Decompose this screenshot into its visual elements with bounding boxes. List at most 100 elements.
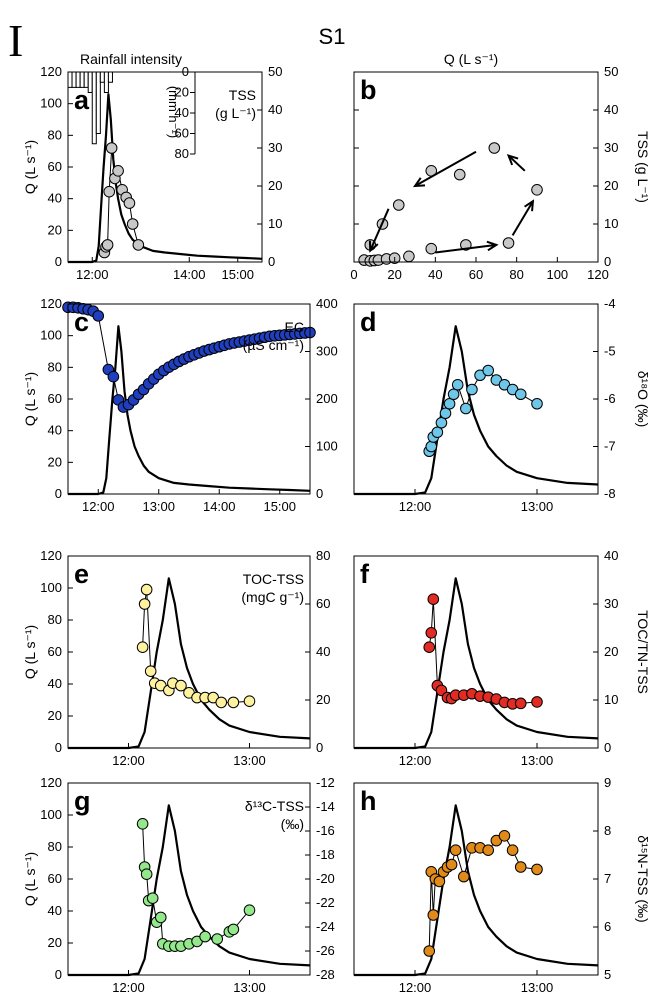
rain-bar: [103, 71, 109, 93]
series-TOC/TN-TSS-point: [423, 641, 436, 654]
series-d18O-point: [514, 388, 527, 401]
series-TOC/TN-TSS-point: [514, 697, 527, 710]
y-tick-label: 0: [55, 254, 62, 269]
series-TOC-TSS-point: [175, 679, 187, 692]
y-tick-label: 120: [40, 548, 62, 563]
y-tick-label: 0: [55, 740, 62, 755]
y2-tick-label: 5: [604, 967, 611, 982]
y2-tick-label: 0: [316, 740, 323, 755]
panel-letter: a: [74, 85, 90, 115]
series-d18O-point: [443, 397, 456, 410]
series-d13C-TSS-point: [136, 818, 149, 830]
series-TSS-point: [126, 218, 139, 230]
y2-tick-label: 60: [316, 596, 330, 611]
y2-tick-label: 40: [316, 644, 330, 659]
y-tick-label: 100: [40, 580, 62, 595]
rain-tick-label: 60: [175, 126, 189, 141]
panel-letter: c: [74, 307, 89, 337]
x-tick-label: 13:00: [142, 499, 175, 514]
site-title: S1: [319, 24, 346, 49]
panel-annotation: (mgC g⁻¹): [241, 589, 304, 605]
x-tick-label: 13:00: [233, 980, 266, 995]
series-TOC/TN-TSS-point: [531, 696, 543, 708]
y2-tick-label: -8: [604, 486, 616, 501]
panel-annotation: (‰): [281, 816, 304, 832]
y-tick-label: 20: [48, 454, 62, 469]
y-tick-label: 120: [40, 775, 62, 790]
panel-b-top-axis-label: Q (L s⁻¹): [444, 51, 498, 67]
y2-tick-label: -14: [316, 799, 335, 814]
x-tick-label: 40: [428, 267, 442, 282]
series-d18O-point: [435, 416, 448, 429]
x-tick-label: 12:00: [112, 980, 145, 995]
panel-d: [353, 303, 599, 496]
series-TSS vs Q-point: [531, 184, 543, 196]
series-d13C-TSS-point: [154, 911, 167, 924]
series-d15N-TSS-point: [427, 909, 440, 921]
x-tick-label: 60: [469, 267, 483, 282]
series-discharge-line: [68, 93, 263, 264]
series-d18O-point: [531, 397, 543, 410]
y-tick-label: 0: [55, 967, 62, 982]
series-d18O-point: [460, 402, 472, 415]
y-tick-label: 60: [48, 391, 62, 406]
y-tick-label: 20: [48, 935, 62, 950]
series-discharge-line: [354, 577, 599, 750]
series-d15N-TSS-point: [531, 863, 543, 876]
y-tick-label: 100: [40, 96, 62, 111]
y2-tick-label: 20: [604, 178, 618, 193]
y-tick-label: 80: [48, 127, 62, 142]
y2-tick-label: -18: [316, 847, 335, 862]
y2-tick-label: -5: [604, 344, 616, 359]
series-TOC-TSS-point: [144, 665, 157, 678]
y2-tick-label: -16: [316, 823, 335, 838]
y2-tick-label: 30: [268, 140, 282, 155]
panel-annotation: TSS: [229, 87, 256, 103]
series-TSS-point: [105, 142, 118, 154]
y-tick-label: 80: [48, 839, 62, 854]
y2-tick-label: -6: [604, 391, 616, 406]
y2-tick-label: 10: [604, 692, 618, 707]
hysteresis-arrow-head: [368, 240, 379, 253]
y-axis-title: Q (L s⁻¹): [22, 372, 38, 426]
y-tick-label: 60: [48, 644, 62, 659]
y-tick-label: 100: [40, 807, 62, 822]
y-tick-label: 40: [48, 191, 62, 206]
x-tick-label: 12:00: [399, 980, 432, 995]
series-TOC-TSS-point: [136, 641, 149, 654]
x-tick-label: 12:00: [399, 499, 432, 514]
x-tick-label: 12:00: [399, 753, 432, 768]
series-d18O-point: [431, 426, 444, 439]
rain-bar: [67, 71, 73, 88]
y2-tick-label: -7: [604, 439, 616, 454]
series-TSS-point: [101, 239, 114, 251]
panel-c: [62, 301, 316, 496]
y-tick-label: 40: [48, 676, 62, 691]
series-TSS vs Q-point: [403, 250, 415, 263]
series-d15N-TSS-point: [506, 844, 519, 857]
y-tick-label: 80: [48, 612, 62, 627]
hysteresis-arrow-shaft: [414, 150, 477, 187]
rain-tick-label: 20: [175, 85, 189, 100]
y2-tick-label: 6: [604, 919, 611, 934]
series-discharge-line: [68, 577, 311, 750]
rain-bar: [91, 71, 97, 145]
y2-tick-label: 30: [604, 140, 618, 155]
hysteresis-arrow-shaft: [511, 200, 534, 236]
series-d15N-TSS-point: [423, 945, 436, 957]
series-d13C-TSS-point: [211, 933, 224, 945]
hysteresis-arrow-shaft: [369, 208, 390, 252]
y2-tick-label: 20: [268, 178, 282, 193]
x-tick-label: 12:00: [112, 753, 145, 768]
series-TOC-TSS-point: [140, 583, 153, 596]
series-d13C-TSS-point: [227, 923, 240, 936]
x-tick-label: 100: [546, 267, 568, 282]
y2-tick-label: 10: [604, 216, 618, 231]
series-TOC-TSS-point: [243, 695, 256, 708]
y-tick-label: 120: [40, 64, 62, 79]
series-d13C-TSS-point: [140, 868, 153, 881]
y2-tick-label: 400: [316, 296, 338, 311]
y-tick-label: 120: [40, 296, 62, 311]
y-axis-title: Q (L s⁻¹): [22, 852, 38, 906]
